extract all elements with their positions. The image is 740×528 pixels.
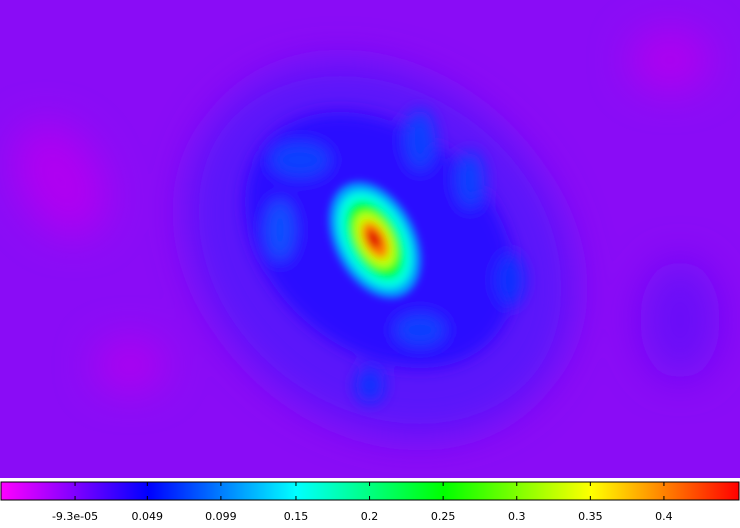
colorbar-tick-label: 0.35 bbox=[578, 510, 603, 523]
colorbar-tick-label: -9.3e-05 bbox=[52, 510, 98, 523]
colorbar-tick-label: 0.25 bbox=[431, 510, 456, 523]
colorbar-tick-label: 0.15 bbox=[284, 510, 309, 523]
colorbar-tick-label: 0.099 bbox=[205, 510, 237, 523]
colorbar-tick-label: 0.3 bbox=[508, 510, 526, 523]
colorbar-tick-label: 0.049 bbox=[132, 510, 164, 523]
colorbar-tick-label: 0.4 bbox=[655, 510, 673, 523]
colorbar-tick-label: 0.2 bbox=[361, 510, 379, 523]
image bbox=[0, 0, 740, 478]
